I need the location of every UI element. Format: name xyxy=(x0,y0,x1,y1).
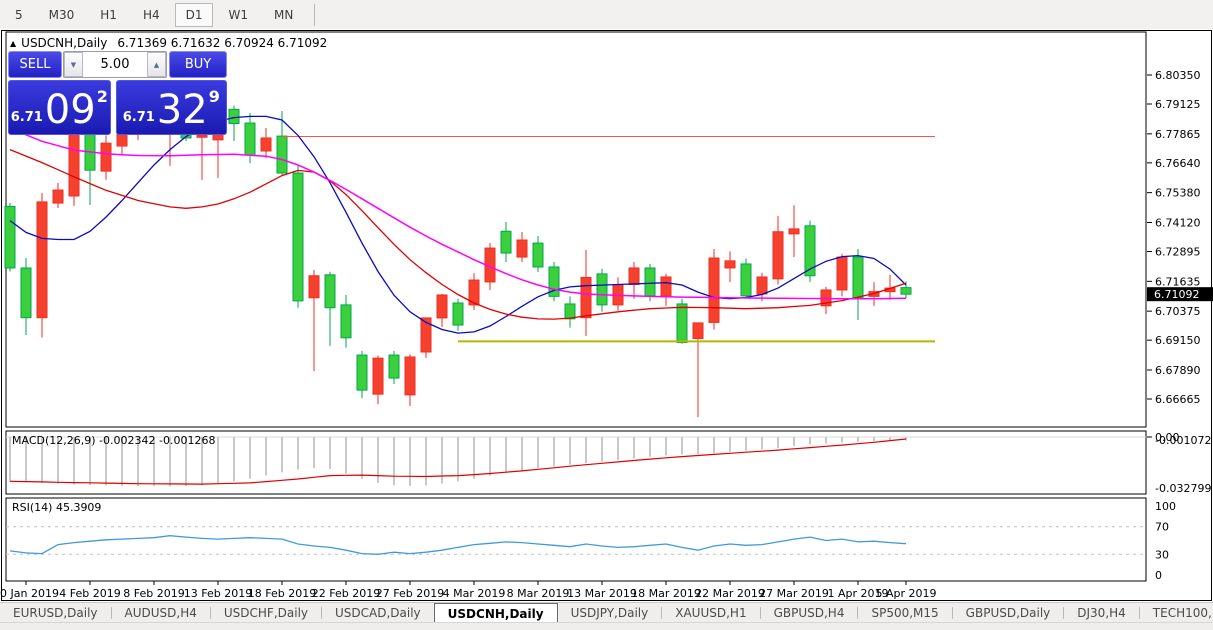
timeframe-toolbar: 5 M30 H1 H4 D1 W1 MN xyxy=(0,0,1213,30)
timeframe-h4[interactable]: H4 xyxy=(142,7,160,22)
time-axis-label: 30 Jan 2019 xyxy=(0,587,59,600)
price-axis-label: 6.71635 xyxy=(1155,275,1201,288)
price-axis-label: 6.72895 xyxy=(1155,245,1201,258)
price-axis-label: 6.66665 xyxy=(1155,393,1201,406)
time-axis-label: 4 Mar 2019 xyxy=(443,587,506,600)
time-axis-label: 13 Mar 2019 xyxy=(567,587,637,600)
tab-dj30-h4[interactable]: DJ30,H4 xyxy=(1077,606,1126,620)
tab-separator xyxy=(1138,607,1140,619)
buy-price-prefix: 6.71 xyxy=(122,110,155,125)
time-axis-label: 4 Feb 2019 xyxy=(59,587,120,600)
timeframe-5[interactable]: 5 xyxy=(15,7,23,22)
tab-usdchf-daily[interactable]: USDCHF,Daily xyxy=(223,606,309,620)
time-axis-label: 22 Feb 2019 xyxy=(312,587,380,600)
toolbar-separator xyxy=(314,3,316,26)
tab-audusd-h4[interactable]: AUDUSD,H4 xyxy=(124,606,197,620)
ma-fast xyxy=(9,115,907,334)
tab-separator xyxy=(951,607,953,619)
price-axis-label: 6.77865 xyxy=(1155,128,1201,141)
rsi-axis-label: 70 xyxy=(1155,521,1169,534)
time-axis-label: 18 Feb 2019 xyxy=(248,587,316,600)
sell-price-prefix: 6.71 xyxy=(10,110,43,125)
volume-stepper: ▼ 5.00 ▲ xyxy=(63,51,167,78)
buy-button[interactable]: BUY xyxy=(169,51,227,78)
time-axis-label: 1 Apr 2019 xyxy=(827,587,888,600)
macd-signal-line xyxy=(9,438,907,485)
sell-price-pip: 2 xyxy=(96,87,108,106)
time-axis-label: 27 Mar 2019 xyxy=(759,587,829,600)
tab-sp500-m15[interactable]: SP500,M15 xyxy=(871,606,939,620)
volume-value[interactable]: 5.00 xyxy=(100,57,130,72)
buy-price-pip: 9 xyxy=(208,87,220,106)
time-axis-label: 22 Mar 2019 xyxy=(695,587,765,600)
time-axis-label: 18 Mar 2019 xyxy=(631,587,701,600)
chart-title: ▲ USDCNH,Daily 6.71369 6.71632 6.70924 6.7… xyxy=(10,36,327,50)
tab-gbpusd-h4[interactable]: GBPUSD,H4 xyxy=(773,606,845,620)
tab-separator xyxy=(759,607,761,619)
rsi-line xyxy=(9,535,907,555)
macd-axis-zero: 0.00 xyxy=(1155,431,1180,444)
sell-price-big: 09 xyxy=(44,87,96,133)
chart-tab-bar: EURUSD,Daily AUDUSD,H4 USDCHF,Daily USDCAD,… xyxy=(0,602,1213,623)
one-click-trade-panel: SELL ▼ 5.00 ▲ BUY 6.71 09 2 6.71 32 9 xyxy=(8,51,227,135)
chart-canvas[interactable]: 6.80350 6.79125 6.77865 6.76640 6.75380 6.741… xyxy=(0,29,1213,602)
current-price-tag xyxy=(1147,287,1213,302)
timeframe-d1[interactable]: D1 xyxy=(174,2,214,27)
chart-symbol: USDCNH,Daily xyxy=(21,36,108,50)
time-axis-label: 5 Apr 2019 xyxy=(875,587,936,600)
sell-button[interactable]: SELL xyxy=(8,51,62,78)
price-axis-label: 6.69150 xyxy=(1155,334,1201,347)
svg-text:6.71092: 6.71092 xyxy=(1154,288,1200,301)
macd-label: MACD(12,26,9) -0.002342 -0.001268 xyxy=(12,434,215,447)
rsi-axis-label: 0 xyxy=(1155,569,1162,582)
status-strip xyxy=(0,622,1213,630)
price-axis-label: 6.80350 xyxy=(1155,69,1201,82)
timeframe-h1[interactable]: H1 xyxy=(100,7,117,22)
ma-mid xyxy=(9,148,907,320)
tab-separator xyxy=(321,607,323,619)
time-axis-label: 27 Feb 2019 xyxy=(376,587,444,600)
timeframe-w1[interactable]: W1 xyxy=(228,7,248,22)
rsi-axis-label: 100 xyxy=(1155,500,1176,513)
macd-axis-low: -0.032799 xyxy=(1155,482,1211,495)
chart-ohlc: 6.71369 6.71632 6.70924 6.71092 xyxy=(117,36,328,50)
tab-separator xyxy=(1063,607,1065,619)
tab-separator xyxy=(110,607,112,619)
price-axis-label: 6.70375 xyxy=(1155,305,1201,318)
tab-usdcad-daily[interactable]: USDCAD,Daily xyxy=(335,606,421,620)
tab-separator xyxy=(857,607,859,619)
price-axis-label: 6.67890 xyxy=(1155,364,1201,377)
tab-usdcnh-daily[interactable]: USDCNH,Daily xyxy=(433,603,558,623)
rsi-axis-label: 30 xyxy=(1155,548,1169,561)
price-axis-label: 6.79125 xyxy=(1155,98,1201,111)
volume-increase-button[interactable]: ▲ xyxy=(147,52,166,77)
ma-slow xyxy=(9,127,907,300)
tab-separator xyxy=(209,607,211,619)
volume-decrease-button[interactable]: ▼ xyxy=(64,52,83,77)
timeframe-m30[interactable]: M30 xyxy=(48,7,75,22)
tab-usdjpy-daily[interactable]: USDJPY,Daily xyxy=(570,606,649,620)
time-axis-label: 8 Feb 2019 xyxy=(123,587,184,600)
chart-window: 6.80350 6.79125 6.77865 6.76640 6.75380 6.741… xyxy=(0,29,1213,602)
rsi-label: RSI(14) 45.3909 xyxy=(12,501,101,514)
price-axis-label: 6.74120 xyxy=(1155,216,1201,229)
tab-eurusd-daily[interactable]: EURUSD,Daily xyxy=(13,606,98,620)
tab-gbpusd-daily[interactable]: GBPUSD,Daily xyxy=(965,606,1051,620)
collapse-icon[interactable]: ▲ xyxy=(10,39,17,48)
tab-tech100-h1[interactable]: TECH100,H1 xyxy=(1152,606,1213,620)
time-axis-label: 13 Feb 2019 xyxy=(184,587,252,600)
macd-axis-current: -0.001072 xyxy=(1155,434,1211,447)
price-axis-label: 6.75380 xyxy=(1155,187,1201,200)
timeframe-mn[interactable]: MN xyxy=(273,7,294,22)
tab-separator xyxy=(661,607,663,619)
tab-xauusd-h1[interactable]: XAUUSD,H1 xyxy=(675,606,747,620)
rsi-panel xyxy=(5,497,1147,582)
buy-price-big: 32 xyxy=(156,87,208,133)
sell-price-display[interactable]: 6.71 09 2 xyxy=(8,80,111,135)
buy-price-display[interactable]: 6.71 32 9 xyxy=(115,80,227,135)
time-axis-label: 8 Mar 2019 xyxy=(507,587,570,600)
price-axis-label: 6.76640 xyxy=(1155,157,1201,170)
